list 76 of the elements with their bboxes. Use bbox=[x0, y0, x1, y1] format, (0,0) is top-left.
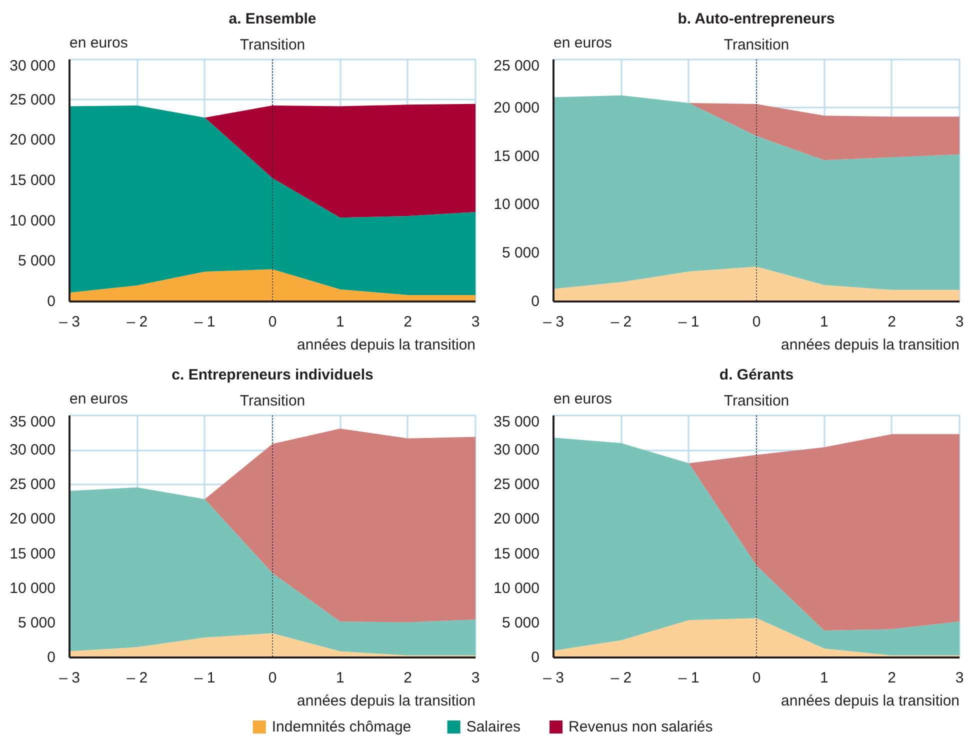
x-axis-title: années depuis la transition bbox=[781, 336, 960, 354]
x-axis-title: années depuis la transition bbox=[297, 336, 476, 354]
legend-label: Indemnités chômage bbox=[272, 718, 412, 736]
ref-line-label: Transition bbox=[724, 392, 790, 410]
x-axis-title: années depuis la transition bbox=[781, 692, 960, 710]
y-tick-label: 5 000 bbox=[502, 614, 540, 632]
ref-line-label: Transition bbox=[240, 392, 306, 410]
y-tick-label: 10 000 bbox=[494, 580, 540, 597]
x-tick-label: 2 bbox=[888, 314, 896, 330]
y-tick-label: 5 000 bbox=[502, 244, 540, 262]
y-tick-label: 30 000 bbox=[10, 442, 56, 459]
x-tick-label: 0 bbox=[752, 670, 761, 686]
legend-label: Salaires bbox=[466, 718, 521, 736]
chart-title: a. Ensemble bbox=[228, 10, 316, 28]
y-tick-label: 25 000 bbox=[10, 476, 56, 494]
x-tick-label: – 3 bbox=[543, 314, 564, 330]
x-tick-label: – 3 bbox=[543, 670, 564, 686]
x-tick-label: 0 bbox=[268, 670, 277, 686]
ref-line-label: Transition bbox=[724, 36, 790, 54]
y-tick-label: 10 000 bbox=[10, 580, 56, 597]
y-axis-title: en euros bbox=[554, 34, 612, 52]
legend-label: Revenus non salariés bbox=[568, 718, 713, 736]
y-axis-title: en euros bbox=[554, 390, 612, 408]
y-tick-label: 35 000 bbox=[494, 414, 540, 430]
x-tick-label: 2 bbox=[404, 670, 412, 686]
x-tick-label: – 3 bbox=[59, 314, 80, 330]
chart-title: c. Entrepreneurs individuels bbox=[172, 366, 374, 384]
y-tick-label: 10 000 bbox=[494, 196, 540, 214]
x-tick-label: – 2 bbox=[610, 670, 632, 686]
x-tick-label: 1 bbox=[820, 314, 828, 330]
y-tick-label: 0 bbox=[47, 649, 56, 666]
y-tick-label: 25 000 bbox=[10, 91, 56, 108]
x-tick-label: 1 bbox=[336, 314, 344, 330]
y-tick-label: 30 000 bbox=[10, 58, 56, 74]
y-tick-label: 20 000 bbox=[10, 132, 56, 149]
x-tick-label: 3 bbox=[955, 670, 964, 686]
x-tick-label: 0 bbox=[752, 314, 761, 330]
x-tick-label: – 2 bbox=[126, 314, 148, 330]
y-tick-label: 20 000 bbox=[10, 510, 56, 528]
x-tick-label: 3 bbox=[471, 670, 480, 686]
y-tick-label: 15 000 bbox=[10, 172, 56, 189]
y-tick-label: 5 000 bbox=[18, 252, 56, 270]
y-tick-label: 0 bbox=[47, 293, 56, 310]
y-tick-label: 20 000 bbox=[494, 510, 540, 528]
y-tick-label: 20 000 bbox=[494, 99, 540, 116]
x-tick-label: 3 bbox=[955, 314, 964, 330]
y-tick-label: 15 000 bbox=[10, 545, 56, 562]
chart-title: b. Auto-entrepreneurs bbox=[678, 10, 835, 28]
x-tick-label: – 1 bbox=[678, 314, 700, 330]
x-tick-label: 2 bbox=[404, 314, 412, 330]
y-tick-label: 30 000 bbox=[494, 442, 540, 459]
y-tick-label: 15 000 bbox=[494, 545, 540, 562]
x-tick-label: 3 bbox=[471, 314, 480, 330]
x-tick-label: 1 bbox=[336, 670, 344, 686]
x-axis-title: années depuis la transition bbox=[297, 692, 476, 710]
y-axis-title: en euros bbox=[70, 34, 128, 52]
y-tick-label: 0 bbox=[531, 649, 540, 666]
ref-line-label: Transition bbox=[240, 36, 306, 54]
y-tick-label: 25 000 bbox=[494, 476, 540, 494]
x-tick-label: 2 bbox=[888, 670, 896, 686]
x-tick-label: – 2 bbox=[610, 314, 632, 330]
x-tick-label: – 1 bbox=[194, 670, 216, 686]
y-tick-label: 0 bbox=[531, 293, 540, 310]
x-tick-label: – 2 bbox=[126, 670, 148, 686]
y-tick-label: 5 000 bbox=[18, 614, 56, 632]
x-tick-label: 1 bbox=[820, 670, 828, 686]
x-tick-label: – 1 bbox=[678, 670, 700, 686]
x-tick-label: – 3 bbox=[59, 670, 80, 686]
y-tick-label: 10 000 bbox=[10, 212, 56, 230]
x-tick-label: 0 bbox=[268, 314, 277, 330]
y-tick-label: 25 000 bbox=[494, 58, 540, 74]
y-tick-label: 35 000 bbox=[10, 414, 56, 430]
y-tick-label: 15 000 bbox=[494, 148, 540, 165]
y-axis-title: en euros bbox=[70, 390, 128, 408]
chart-title: d. Gérants bbox=[719, 366, 794, 384]
x-tick-label: – 1 bbox=[194, 314, 216, 330]
